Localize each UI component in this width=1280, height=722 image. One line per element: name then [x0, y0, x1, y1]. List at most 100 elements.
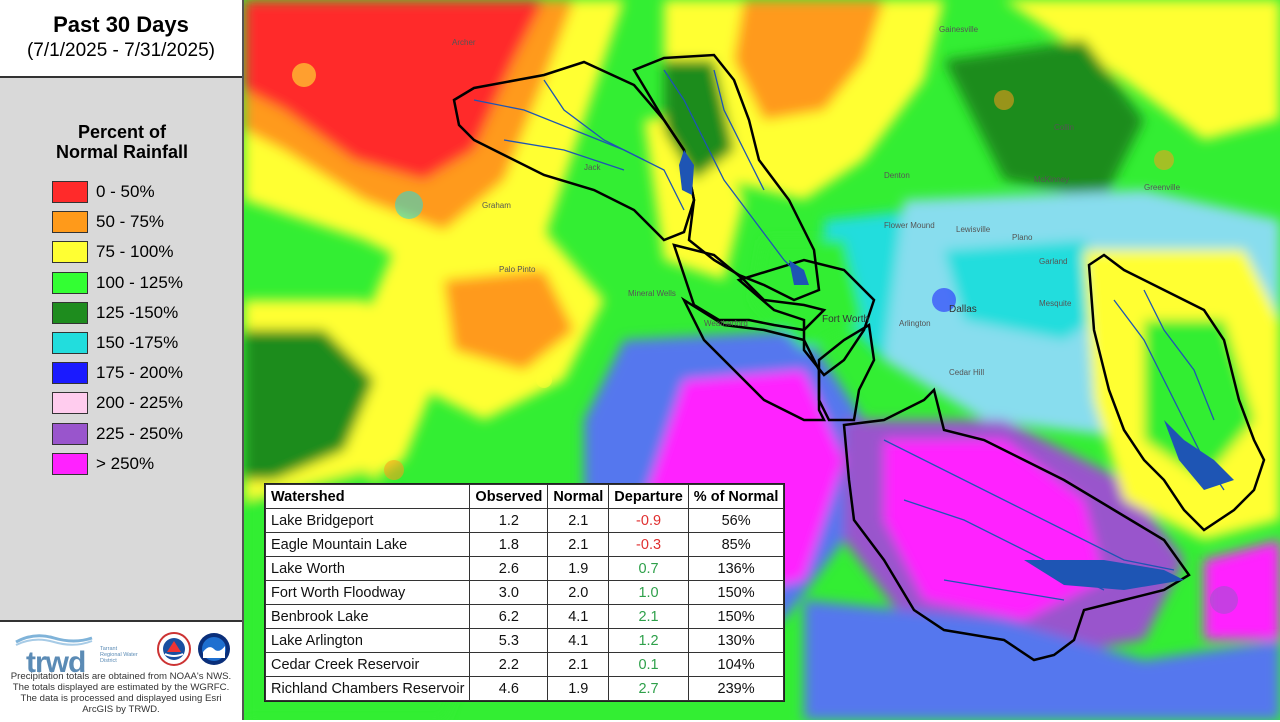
logo-subtext: Tarrant Regional Water District [100, 646, 138, 664]
legend-swatch [52, 301, 88, 324]
cell-normal: 1.9 [547, 556, 610, 581]
legend-title: Percent of Normal Rainfall [0, 122, 244, 162]
logo-text: trwd [26, 646, 86, 679]
footer: trwd Tarrant Regional Water District Pre… [0, 620, 242, 722]
cell-departure: 1.2 [608, 628, 689, 653]
label-fort-worth: Fort Worth [822, 314, 869, 325]
legend-label: 200 - 225% [96, 393, 183, 413]
page-title: Past 30 Days [53, 12, 189, 37]
legend-label: > 250% [96, 453, 155, 473]
label-plano: Plano [1012, 233, 1033, 242]
table-row: Fort Worth Floodway 3.0 2.0 1.0 150% [264, 580, 785, 605]
legend-label: 150 -175% [96, 333, 179, 353]
header-normal: Normal [547, 484, 610, 509]
cell-watershed: Benbrook Lake [264, 604, 471, 629]
watershed-cedar-creek [1087, 253, 1266, 532]
label-denton: Denton [884, 171, 910, 180]
cell-departure: 0.7 [608, 556, 689, 581]
cell-pct-normal: 56% [687, 508, 785, 533]
legend-swatch [52, 241, 88, 264]
cell-pct-normal: 150% [687, 580, 785, 605]
watershed-eagle-mountain [632, 53, 821, 302]
legend-label: 100 - 125% [96, 272, 183, 292]
cell-observed: 1.8 [469, 532, 549, 557]
noaa-logo-icon [198, 633, 230, 665]
cell-departure: -0.9 [608, 508, 689, 533]
cell-observed: 6.2 [469, 604, 549, 629]
cell-departure: -0.3 [608, 532, 689, 557]
label-mineral-wells: Mineral Wells [628, 289, 676, 298]
watershed-table: Watershed Observed Normal Departure % of… [264, 483, 786, 702]
cell-observed: 4.6 [469, 676, 549, 701]
label-cedar-hill: Cedar Hill [949, 368, 984, 377]
legend-item: 50 - 75% [52, 207, 183, 237]
legend-label: 175 - 200% [96, 363, 183, 383]
cell-departure: 1.0 [608, 580, 689, 605]
cell-normal: 2.1 [547, 532, 610, 557]
label-garland: Garland [1039, 257, 1067, 266]
lakes [679, 150, 1234, 590]
watershed-lake-worth [736, 258, 876, 377]
legend: 0 - 50% 50 - 75% 75 - 100% 100 - 125% 125 -1… [52, 177, 183, 479]
cell-departure: 2.7 [608, 676, 689, 701]
cell-normal: 4.1 [547, 604, 610, 629]
legend-swatch [52, 181, 88, 204]
legend-sidebar: Past 30 Days (7/1/2025 - 7/31/2025) Perc… [0, 0, 244, 722]
legend-swatch [52, 332, 88, 355]
legend-item: 200 - 225% [52, 388, 183, 418]
legend-item: 175 - 200% [52, 358, 183, 388]
label-gainesville: Gainesville [939, 25, 979, 34]
legend-item: > 250% [52, 449, 183, 479]
table-row: Cedar Creek Reservoir 2.2 2.1 0.1 104% [264, 652, 785, 677]
cell-normal: 2.0 [547, 580, 610, 605]
cell-normal: 1.9 [547, 676, 610, 701]
legend-swatch [52, 271, 88, 294]
title-box: Past 30 Days (7/1/2025 - 7/31/2025) [0, 0, 242, 78]
table-row: Richland Chambers Reservoir 4.6 1.9 2.7 239% [264, 676, 785, 701]
disclaimer-text: Precipitation totals are obtained from N… [10, 671, 232, 715]
place-labels: Gainesville Denton McKinney Fort Worth A… [452, 25, 1181, 377]
label-collin: Collin [1054, 123, 1074, 132]
label-jack: Jack [584, 163, 601, 172]
cell-observed: 1.2 [469, 508, 549, 533]
legend-swatch [52, 392, 88, 415]
watershed-benbrook [680, 296, 827, 422]
cell-departure: 0.1 [608, 652, 689, 677]
cell-pct-normal: 150% [687, 604, 785, 629]
table-row: Lake Arlington 5.3 4.1 1.2 130% [264, 628, 785, 653]
watershed-boundaries [452, 53, 1266, 662]
header-departure: Departure [608, 484, 689, 509]
table-row: Eagle Mountain Lake 1.8 2.1 -0.3 85% [264, 532, 785, 557]
legend-swatch [52, 422, 88, 445]
legend-label: 0 - 50% [96, 182, 155, 202]
cell-departure: 2.1 [608, 604, 689, 629]
legend-item: 100 - 125% [52, 268, 183, 298]
cell-watershed: Lake Arlington [264, 628, 471, 653]
cell-pct-normal: 239% [687, 676, 785, 701]
cell-observed: 2.2 [469, 652, 549, 677]
header-watershed: Watershed [264, 484, 471, 509]
map-speckle [292, 63, 1238, 614]
header-observed: Observed [469, 484, 549, 509]
label-greenville: Greenville [1144, 183, 1181, 192]
cell-watershed: Lake Bridgeport [264, 508, 471, 533]
label-lewisville: Lewisville [956, 225, 991, 234]
cell-normal: 2.1 [547, 652, 610, 677]
nws-logo-icon [157, 632, 191, 666]
cell-normal: 2.1 [547, 508, 610, 533]
cell-watershed: Eagle Mountain Lake [264, 532, 471, 557]
legend-item: 75 - 100% [52, 237, 183, 267]
table-row: Lake Bridgeport 1.2 2.1 -0.9 56% [264, 508, 785, 533]
header-pct-normal: % of Normal [687, 484, 785, 509]
label-weatherford: Weatherford [704, 319, 748, 328]
legend-swatch [52, 452, 88, 475]
legend-title-line2: Normal Rainfall [55, 142, 189, 162]
date-range: (7/1/2025 - 7/31/2025) [26, 40, 216, 61]
watershed-lake-bridgeport [452, 60, 696, 242]
cell-observed: 5.3 [469, 628, 549, 653]
table-body: Lake Bridgeport 1.2 2.1 -0.9 56% Eagle Mounta… [264, 508, 785, 701]
watershed-data-table: Watershed Observed Normal Departure % of… [264, 484, 785, 701]
cell-watershed: Cedar Creek Reservoir [264, 652, 471, 677]
label-dallas: Dallas [949, 304, 977, 315]
trwd-logo: trwd Tarrant Regional Water District [12, 630, 142, 679]
